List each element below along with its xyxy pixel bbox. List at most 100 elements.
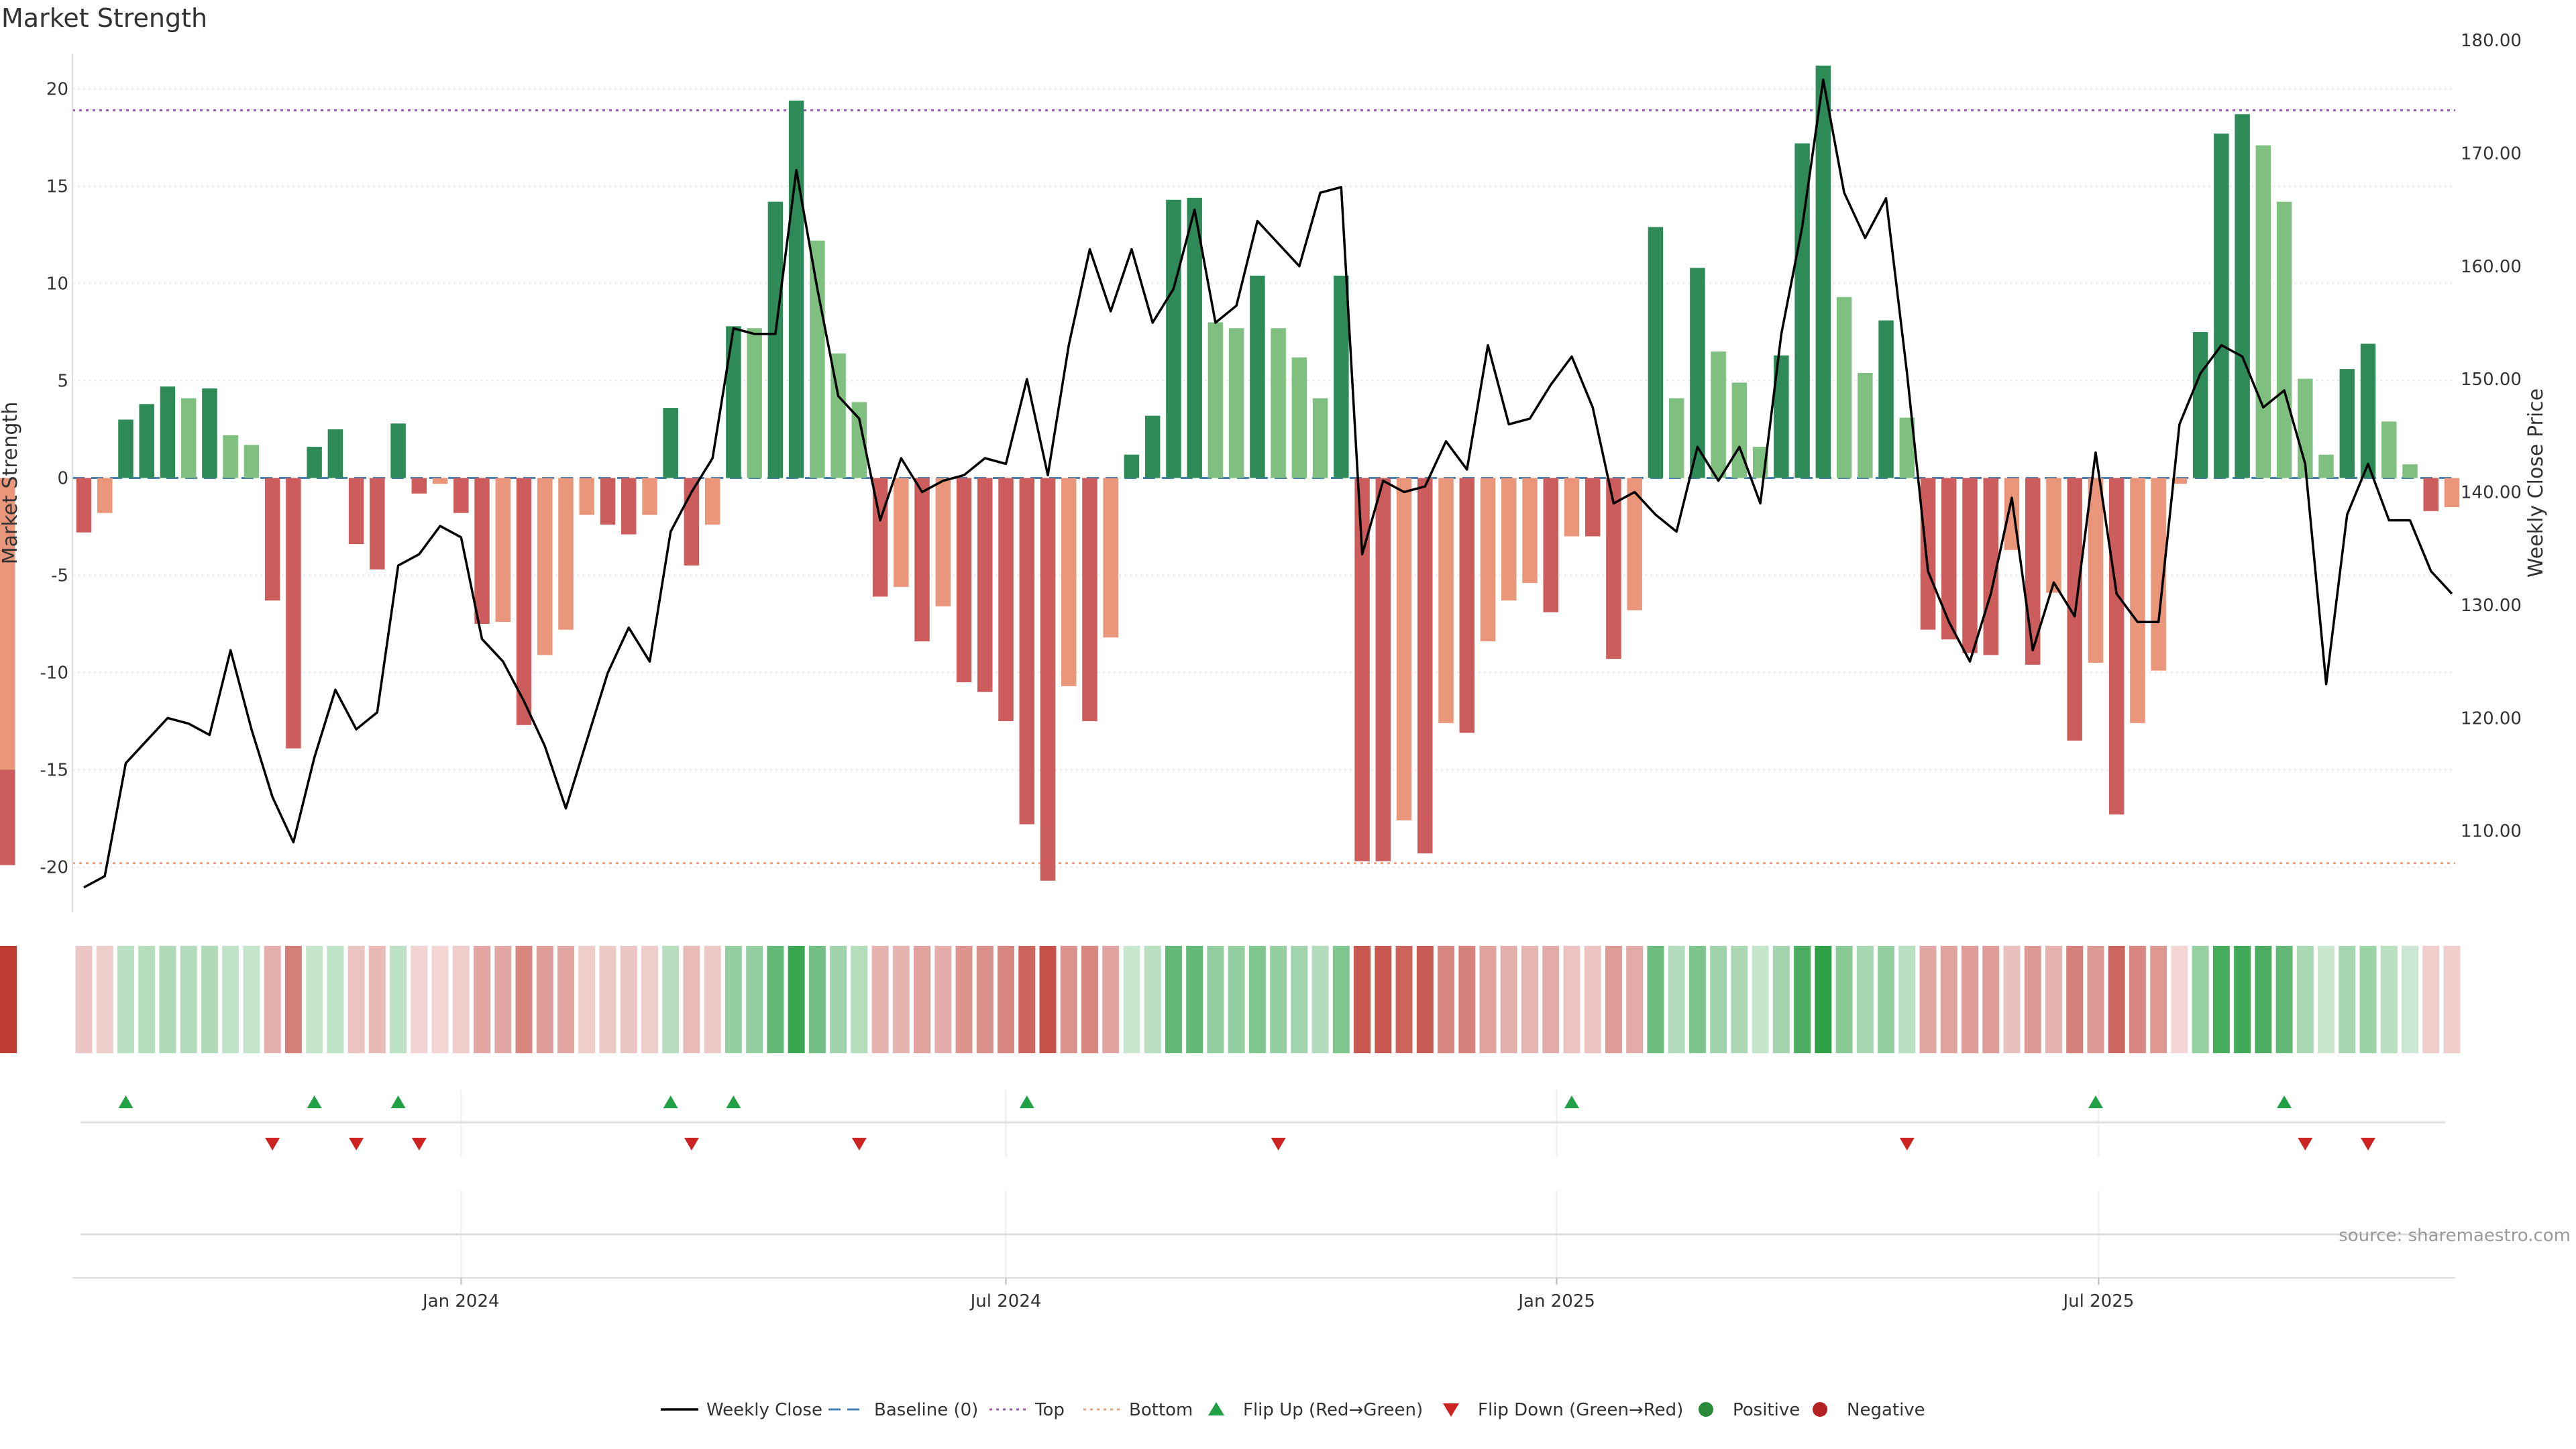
strength-bar [1208, 322, 1224, 478]
heat-cell [1605, 946, 1622, 1053]
strength-bar [1794, 143, 1810, 478]
heat-cell [1039, 946, 1057, 1053]
y-axis-right-label: Weekly Close Price [2524, 388, 2548, 578]
heat-cell [264, 946, 281, 1053]
heat-cell [180, 946, 197, 1053]
heat-cell [96, 946, 113, 1053]
strength-bar [1711, 352, 1726, 478]
strength-bar [642, 478, 657, 515]
strength-bar [1061, 478, 1077, 686]
strength-bar [97, 478, 113, 513]
heat-cell [1856, 946, 1874, 1053]
strength-bar [1564, 478, 1580, 537]
heat-cell [808, 946, 826, 1053]
flip-up-marker [1564, 1095, 1579, 1108]
heat-cell [746, 946, 763, 1053]
heat-cell [1710, 946, 1727, 1053]
heat-cell [1688, 946, 1706, 1053]
heat-cell [2275, 946, 2293, 1053]
heat-cell [1919, 946, 1937, 1053]
heat-cell [1731, 946, 1748, 1053]
heat-cell [1479, 946, 1497, 1053]
strength-bar [1354, 478, 1370, 861]
heat-cell [411, 946, 428, 1053]
heat-cell [1542, 946, 1560, 1053]
heat-cell [390, 946, 407, 1053]
heat-cell [1018, 946, 1036, 1053]
heat-cell [1186, 946, 1203, 1053]
x-tick-label: Jul 2025 [2061, 1291, 2134, 1311]
strength-bar [370, 478, 385, 570]
strength-bar [1438, 478, 1454, 723]
y-left-tick-label: 20 [46, 80, 68, 100]
heat-cell [1458, 946, 1476, 1053]
strength-bar [621, 478, 637, 535]
flip-down-marker [851, 1138, 867, 1150]
flip-down-marker [349, 1138, 364, 1150]
heat-cell [1815, 946, 1832, 1053]
heat-cell [1165, 946, 1182, 1053]
legend-label: Weekly Close [706, 1400, 822, 1420]
strength-bar [1459, 478, 1475, 733]
heat-cell [830, 946, 847, 1053]
legend-swatch [1443, 1403, 1459, 1417]
heat-cell [1940, 946, 1957, 1053]
y-right-tick-label: 160.00 [2461, 257, 2522, 277]
legend-item-top: Top [989, 1400, 1065, 1420]
flip-down-marker [684, 1138, 699, 1150]
strength-bar [2381, 421, 2397, 478]
heat-cell [934, 946, 952, 1053]
legend-swatch [1208, 1402, 1224, 1415]
strength-bar [1627, 478, 1642, 610]
heat-cell [724, 946, 742, 1053]
axes: -20 -15 -10 -5 0 5 10 15 20 110.00 120.00 130.00 140… [40, 31, 2522, 912]
heat-cell [1584, 946, 1601, 1053]
strength-bar [1271, 328, 1286, 478]
bottom-panel: Jan 2024 Jul 2024 Jan 2025 Jul 2025 [72, 1191, 2455, 1311]
strength-bar [1375, 478, 1391, 861]
legend-item-flip_up: Flip Up (Red→Green) [1208, 1400, 1423, 1420]
flip-up-marker [307, 1095, 322, 1108]
heat-cell [452, 946, 470, 1053]
heat-cell [222, 946, 239, 1053]
heat-cell [1228, 946, 1245, 1053]
heat-cell [1898, 946, 1916, 1053]
legend-item-negative: Negative [1813, 1400, 1925, 1420]
heat-cell [2024, 946, 2041, 1053]
heat-cell [767, 946, 784, 1053]
strength-bar [1040, 478, 1056, 881]
strength-bar [2171, 478, 2188, 484]
heat-cell [515, 946, 533, 1053]
legend-label: Bottom [1129, 1400, 1193, 1420]
strength-bar [2214, 133, 2229, 478]
heat-cell [2192, 946, 2209, 1053]
heat-cell [1835, 946, 1853, 1053]
strength-bar [788, 100, 804, 478]
heat-cell [2003, 946, 2021, 1053]
legend-label: Flip Down (Green→Red) [1478, 1400, 1683, 1420]
heat-cell [2066, 946, 2084, 1053]
flip-up-marker [390, 1095, 406, 1108]
strength-bar [1668, 398, 1684, 478]
legend: Weekly Close Baseline (0) Top Bottom Flip Up… [661, 1400, 1925, 1420]
legend-label: Negative [1847, 1400, 1925, 1420]
strength-bar [307, 447, 322, 478]
heat-cell [599, 946, 616, 1053]
heat-cell [557, 946, 574, 1053]
strength-bar [390, 423, 406, 478]
heat-cell [2150, 946, 2167, 1053]
strength-bar [1334, 275, 1349, 478]
strength-bar [286, 478, 301, 749]
heat-cell [2296, 946, 2314, 1053]
strength-bar [264, 478, 280, 601]
strength-bar [1501, 478, 1517, 601]
strength-bar [1983, 478, 1998, 655]
heat-cell [431, 946, 449, 1053]
flip-down-marker [2361, 1138, 2376, 1150]
heat-cell [536, 946, 553, 1053]
strength-bar [2192, 332, 2208, 478]
strength-bar [956, 478, 972, 682]
strength-bar [2318, 454, 2334, 478]
weekly-close-line [83, 78, 2453, 889]
